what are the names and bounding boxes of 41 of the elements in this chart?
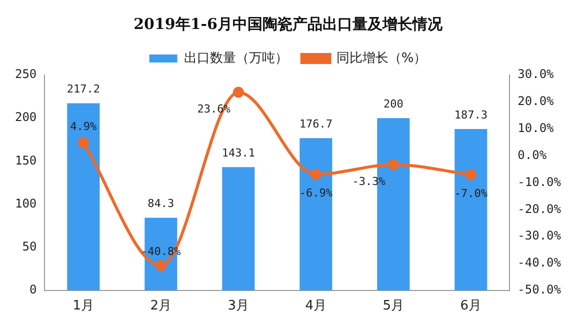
legend-label: 出口数量（万吨） — [184, 50, 288, 66]
y2-tick-label: -30.0% — [518, 228, 562, 243]
data-label: 176.7 — [299, 118, 332, 131]
x-tick-label: 5月 — [382, 298, 404, 314]
x-tick-label: 3月 — [228, 298, 250, 314]
y-tick-label: 0 — [29, 282, 37, 297]
bar — [67, 103, 100, 290]
data-label: 200 — [383, 97, 404, 110]
data-label: 84.3 — [148, 197, 174, 210]
point — [155, 260, 166, 272]
y-tick-label: 150 — [14, 153, 37, 168]
bar — [300, 138, 332, 290]
y2-tick-label: -10.0% — [518, 174, 562, 189]
y2-tick-label: 0.0% — [518, 148, 548, 162]
y-tick-label: 100 — [14, 196, 37, 210]
x-tick-label: 6月 — [460, 298, 482, 314]
data-label: 217.2 — [66, 82, 100, 96]
y2-tick-label: 10.0% — [518, 120, 555, 135]
point — [465, 169, 476, 180]
data-label: 187.3 — [454, 108, 488, 122]
y2-tick-label: -50.0% — [518, 282, 562, 297]
data-label: 4.9% — [70, 120, 98, 133]
bar — [222, 167, 255, 290]
y2-tick-label: -20.0% — [518, 202, 562, 216]
y-tick-label: 200 — [14, 110, 37, 124]
data-label: 143.1 — [222, 146, 255, 160]
point — [388, 159, 399, 170]
point — [78, 137, 89, 148]
chart-title: 2019年1-6月中国陶瓷产品出口量及增长情况 — [134, 14, 444, 33]
y2-tick-label: -40.0% — [518, 256, 562, 270]
y-tick-label: 50 — [22, 239, 37, 254]
point — [310, 168, 322, 180]
point — [232, 86, 244, 98]
x-tick-label: 4月 — [305, 298, 327, 314]
y-tick-label: 250 — [14, 67, 37, 82]
x-tick-label: 2月 — [150, 298, 172, 314]
x-tick-label: 1月 — [72, 298, 94, 314]
bar — [454, 129, 488, 290]
y2-tick-label: 20.0% — [518, 94, 555, 108]
y2-tick-label: 30.0% — [518, 67, 555, 82]
legend-label: 同比增长（%） — [336, 50, 427, 66]
